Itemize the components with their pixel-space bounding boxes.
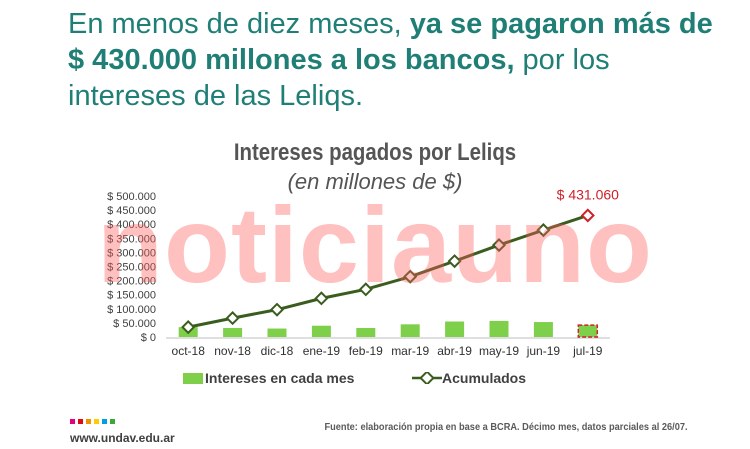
bar [223,327,243,337]
bar [445,321,465,337]
line-point [181,320,196,335]
y-tick-label: $ 200.000 [107,276,156,288]
bar [400,324,420,337]
y-tick-label: $ 350.000 [107,233,156,245]
line-point [225,311,240,326]
x-tick-label: jul-19 [572,344,603,358]
bar [267,328,287,337]
y-tick-label: $ 0 [141,332,156,344]
line-point [491,237,507,253]
x-tick-label: dic-18 [261,344,294,358]
legend-line-swatch [412,370,442,386]
logo-dot [86,419,91,424]
undav-logo: www.undav.edu.ar [70,411,175,445]
line-point [536,223,551,238]
logo-dot [78,419,83,424]
line-point [314,291,329,306]
logo-dot [102,419,107,424]
legend-bar-swatch [183,373,203,384]
x-tick-label: may-19 [479,344,519,358]
line-point [358,282,373,297]
source-note: Fuente: elaboración propia en base a BCR… [324,421,688,433]
logo-dots [70,411,175,429]
bar [489,320,509,337]
x-tick-label: ene-19 [303,344,341,358]
y-tick-label: $ 250.000 [107,262,156,274]
line-point [447,254,462,269]
headline: En menos de diez meses, ya se pagaron má… [68,6,728,114]
logo-dot [70,419,75,424]
x-tick-label: nov-18 [214,344,251,358]
x-tick-label: mar-19 [391,344,429,358]
x-tick-label: abr-19 [437,344,472,358]
x-tick-label: feb-19 [349,344,383,358]
chart-subtitle: (en millones de $) [287,169,463,194]
y-tick-label: $ 450.000 [107,205,156,217]
legend-bars-label: Intereses en cada mes [205,370,355,386]
legend-item-bars: Intereses en cada mes [183,370,354,386]
headline-bold: ya se pagaron más de $ 430.000 millones … [68,8,713,76]
line-point [580,208,595,223]
legend-line-label: Acumulados [442,370,527,386]
x-tick-label: jun-19 [526,344,561,358]
legend-item-line: Acumulados [412,370,526,386]
data-label-highlight: $ 431.060 [557,186,619,202]
line-point [403,269,418,284]
site-url: www.undav.edu.ar [70,431,175,445]
y-tick-label: $ 50.000 [113,318,156,330]
logo-dot [110,419,115,424]
x-tick-label: oct-18 [172,344,206,358]
bar [311,325,331,337]
line-point [269,302,285,317]
bar [356,327,376,337]
headline-part1: En menos de diez meses, [68,8,410,40]
y-tick-label: $ 500.000 [107,191,156,203]
bar [533,322,553,337]
y-tick-label: $ 150.000 [107,290,156,302]
chart-title: Intereses pagados por Leliqs [233,139,517,166]
series-line-acumulados [187,214,589,329]
y-tick-label: $ 100.000 [107,304,156,316]
bar [577,324,599,338]
y-tick-label: $ 300.000 [107,247,156,259]
logo-dot [94,419,99,424]
headline-part2: por los intereses de las Leliqs. [68,44,610,112]
y-tick-label: $ 400.000 [107,219,156,231]
